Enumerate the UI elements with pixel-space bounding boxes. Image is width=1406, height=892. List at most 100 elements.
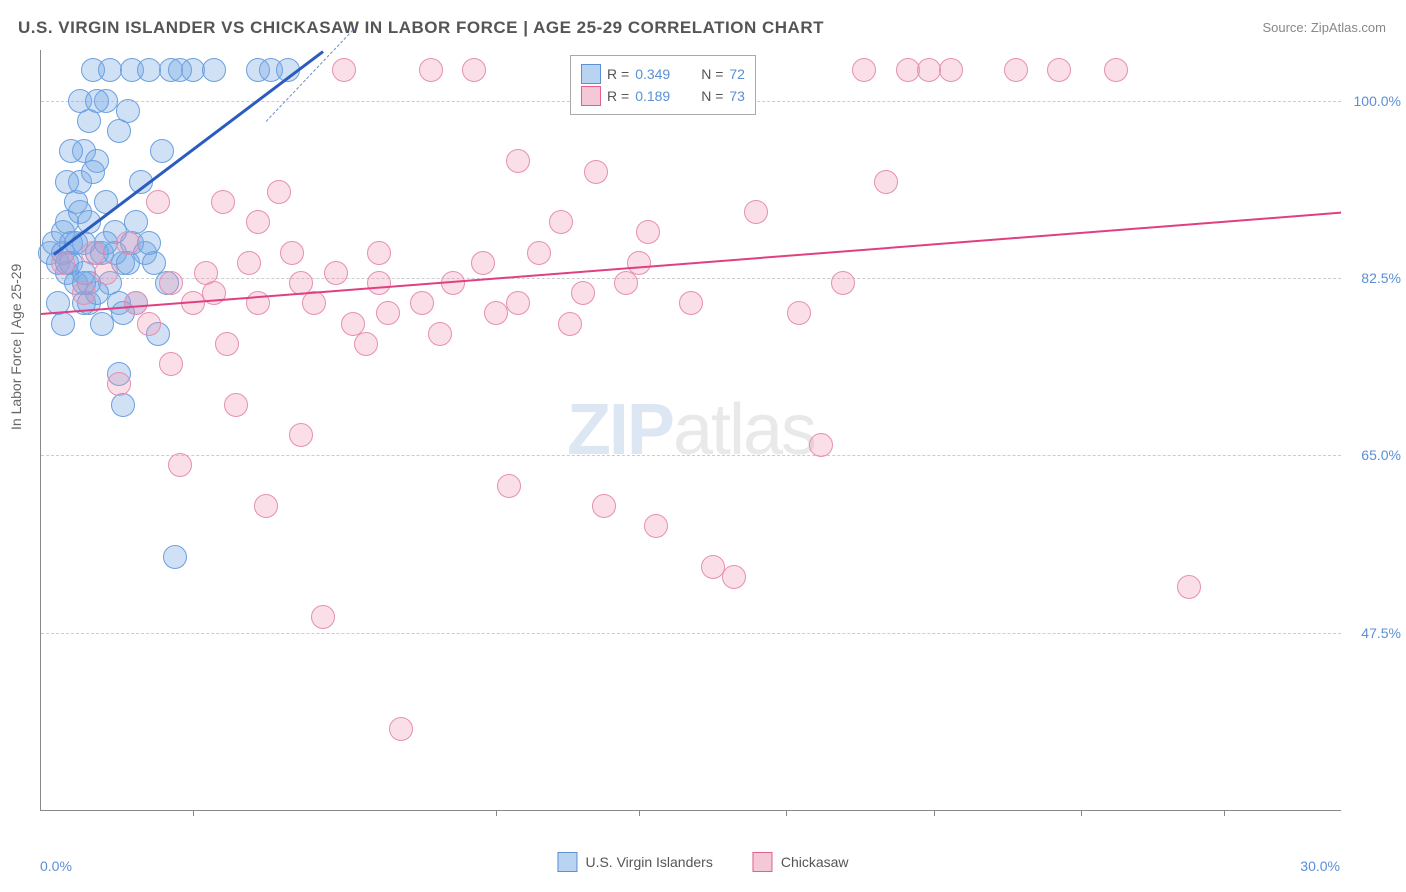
data-point <box>679 291 703 315</box>
data-point <box>146 190 170 214</box>
data-point <box>939 58 963 82</box>
x-tick <box>1224 810 1225 816</box>
correlation-legend-row: R = 0.349N = 72 <box>581 64 745 84</box>
y-axis-label: In Labor Force | Age 25-29 <box>8 264 24 430</box>
gridline <box>41 455 1341 456</box>
gridline <box>41 633 1341 634</box>
correlation-legend: R = 0.349N = 72R = 0.189N = 73 <box>570 55 756 115</box>
data-point <box>137 312 161 336</box>
data-point <box>98 58 122 82</box>
data-point <box>1004 58 1028 82</box>
data-point <box>94 261 118 285</box>
data-point <box>254 494 278 518</box>
x-axis-min-label: 0.0% <box>40 858 72 874</box>
n-label: N = <box>701 66 723 82</box>
data-point <box>116 231 140 255</box>
data-point <box>137 58 161 82</box>
source-label: Source: ZipAtlas.com <box>1262 20 1386 35</box>
r-label: R = <box>607 66 629 82</box>
data-point <box>107 372 131 396</box>
data-point <box>116 99 140 123</box>
data-point <box>150 139 174 163</box>
data-point <box>701 555 725 579</box>
source-value: ZipAtlas.com <box>1311 20 1386 35</box>
data-point <box>367 241 391 265</box>
x-tick <box>934 810 935 816</box>
watermark-zip: ZIP <box>567 390 673 470</box>
data-point <box>874 170 898 194</box>
data-point <box>917 58 941 82</box>
data-point <box>111 393 135 417</box>
legend-label-virgin-islanders: U.S. Virgin Islanders <box>585 854 712 870</box>
data-point <box>159 271 183 295</box>
source-prefix: Source: <box>1262 20 1310 35</box>
data-point <box>506 291 530 315</box>
data-point <box>367 271 391 295</box>
x-axis-max-label: 30.0% <box>1300 858 1340 874</box>
r-value: 0.349 <box>635 66 685 82</box>
x-tick <box>639 810 640 816</box>
x-tick <box>1081 810 1082 816</box>
data-point <box>896 58 920 82</box>
data-point <box>302 291 326 315</box>
legend-label-chickasaw: Chickasaw <box>781 854 849 870</box>
data-point <box>311 605 335 629</box>
data-point <box>237 251 261 275</box>
data-point <box>267 180 291 204</box>
data-point <box>584 160 608 184</box>
r-value: 0.189 <box>635 88 685 104</box>
data-point <box>211 190 235 214</box>
data-point <box>85 89 109 113</box>
data-point <box>55 170 79 194</box>
data-point <box>1177 575 1201 599</box>
data-point <box>1104 58 1128 82</box>
data-point <box>592 494 616 518</box>
data-point <box>163 545 187 569</box>
data-point <box>787 301 811 325</box>
data-point <box>571 281 595 305</box>
correlation-legend-row: R = 0.189N = 73 <box>581 86 745 106</box>
data-point <box>809 433 833 457</box>
y-tick-label: 82.5% <box>1346 270 1401 286</box>
legend-item-virgin-islanders: U.S. Virgin Islanders <box>557 852 712 872</box>
data-point <box>722 565 746 589</box>
x-tick <box>786 810 787 816</box>
legend-swatch-chickasaw <box>753 852 773 872</box>
data-point <box>280 241 304 265</box>
data-point <box>90 312 114 336</box>
data-point <box>159 352 183 376</box>
data-point <box>168 58 192 82</box>
data-point <box>51 312 75 336</box>
data-point <box>246 210 270 234</box>
n-label: N = <box>701 88 723 104</box>
data-point <box>224 393 248 417</box>
data-point <box>428 322 452 346</box>
data-point <box>202 58 226 82</box>
legend-swatch-virgin-islanders <box>557 852 577 872</box>
chart-title: U.S. VIRGIN ISLANDER VS CHICKASAW IN LAB… <box>18 18 824 38</box>
data-point <box>558 312 582 336</box>
data-point <box>332 58 356 82</box>
data-point <box>744 200 768 224</box>
legend-item-chickasaw: Chickasaw <box>753 852 849 872</box>
data-point <box>81 160 105 184</box>
data-point <box>831 271 855 295</box>
legend-swatch <box>581 64 601 84</box>
data-point <box>289 423 313 447</box>
data-point <box>168 453 192 477</box>
data-point <box>410 291 434 315</box>
data-point <box>549 210 573 234</box>
data-point <box>636 220 660 244</box>
data-point <box>484 301 508 325</box>
data-point <box>59 139 83 163</box>
data-point <box>215 332 239 356</box>
r-label: R = <box>607 88 629 104</box>
data-point <box>506 149 530 173</box>
y-tick-label: 47.5% <box>1346 625 1401 641</box>
data-point <box>852 58 876 82</box>
plot-area: ZIPatlas 47.5%65.0%82.5%100.0% <box>40 50 1341 811</box>
data-point <box>389 717 413 741</box>
y-tick-label: 100.0% <box>1346 93 1401 109</box>
gridline <box>41 278 1341 279</box>
y-tick-label: 65.0% <box>1346 447 1401 463</box>
